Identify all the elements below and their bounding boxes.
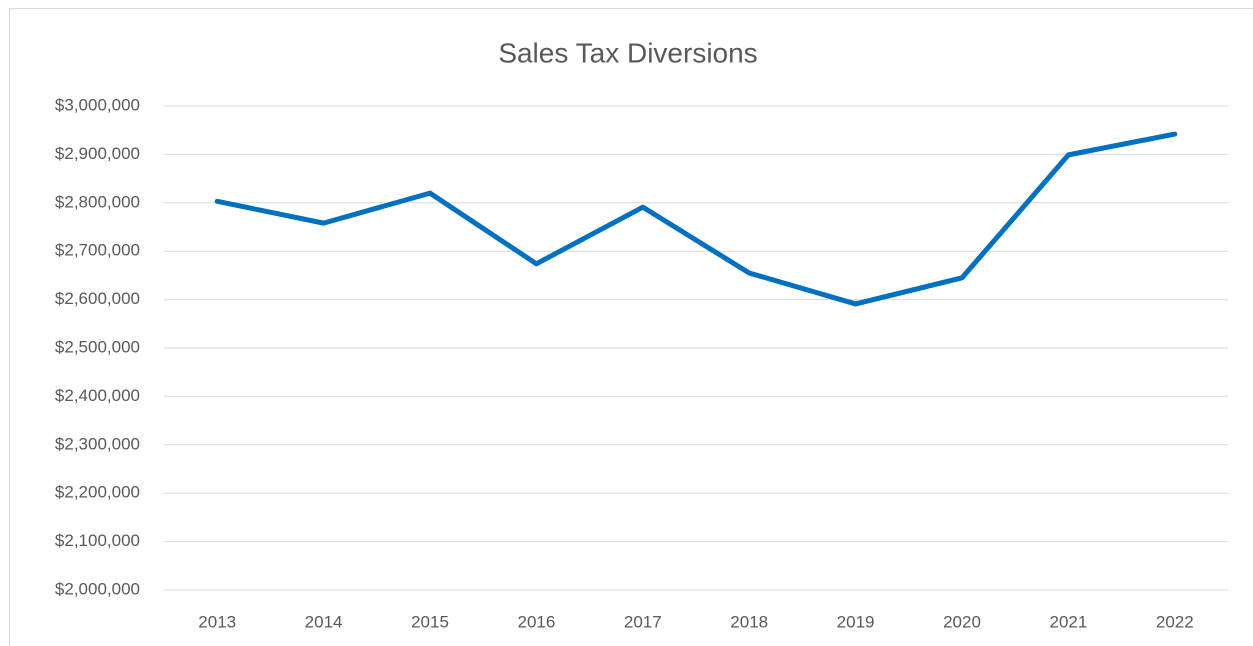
x-tick-label: 2014	[305, 612, 343, 631]
y-tick-label: $2,100,000	[55, 531, 140, 550]
x-tick-label: 2013	[198, 612, 236, 631]
x-tick-label: 2022	[1156, 612, 1194, 631]
x-tick-label: 2015	[411, 612, 449, 631]
y-tick-label: $3,000,000	[55, 95, 140, 114]
y-tick-label: $2,900,000	[55, 144, 140, 163]
chart-frame	[9, 8, 1253, 646]
y-tick-label: $2,200,000	[55, 483, 140, 502]
series-line	[214, 131, 1178, 307]
x-tick-label: 2020	[943, 612, 981, 631]
x-tick-label: 2016	[517, 612, 555, 631]
x-tick-label: 2017	[624, 612, 662, 631]
y-tick-label: $2,500,000	[55, 337, 140, 356]
y-tick-label: $2,000,000	[55, 579, 140, 598]
x-tick-label: 2019	[837, 612, 875, 631]
y-tick-label: $2,800,000	[55, 192, 140, 211]
x-tick-label: 2021	[1049, 612, 1087, 631]
y-tick-label: $2,700,000	[55, 241, 140, 260]
x-tick-label: 2018	[730, 612, 768, 631]
y-tick-label: $2,600,000	[55, 289, 140, 308]
y-tick-label: $2,300,000	[55, 434, 140, 453]
chart-title: Sales Tax Diversions	[498, 37, 757, 68]
y-tick-label: $2,400,000	[55, 386, 140, 405]
